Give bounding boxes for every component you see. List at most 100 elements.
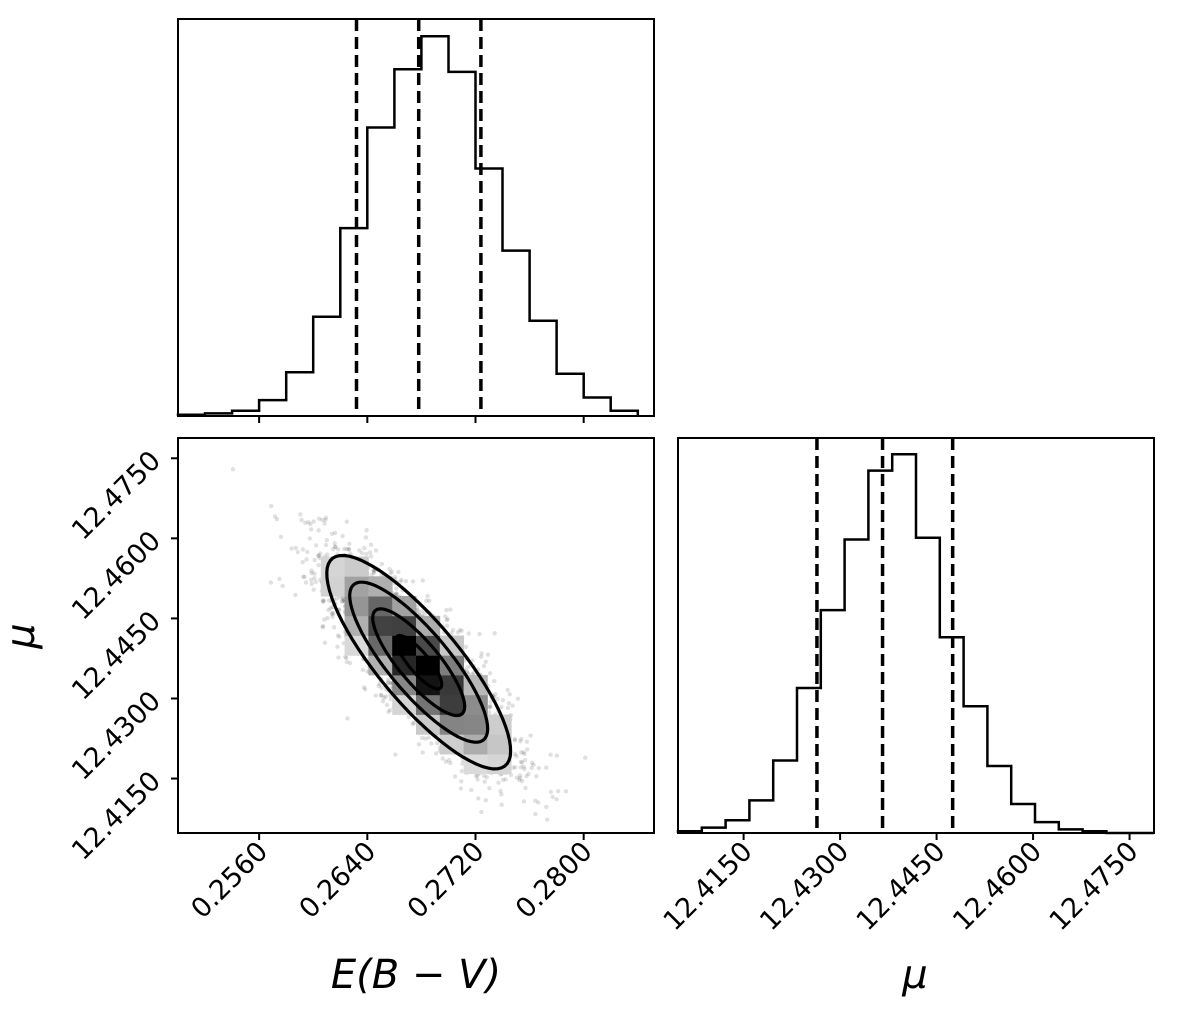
- scatter-point: [316, 516, 322, 521]
- scatter-point: [347, 546, 352, 552]
- scatter-point: [515, 696, 521, 701]
- density-cell: [463, 694, 488, 715]
- scatter-point: [514, 775, 519, 780]
- hist-ebv-quantile-lines: [354, 19, 483, 416]
- scatter-point: [443, 759, 449, 764]
- scatter-point: [392, 574, 398, 580]
- scatter-point: [309, 571, 314, 576]
- scatter-point: [544, 804, 549, 810]
- scatter-point: [325, 615, 330, 621]
- scatter-point: [488, 704, 493, 710]
- scatter-point: [410, 721, 415, 726]
- scatter-point: [505, 705, 511, 711]
- scatter-point: [322, 521, 327, 526]
- hist-mu-step-line: [676, 453, 1154, 835]
- scatter-point: [341, 546, 347, 552]
- scatter-point: [423, 736, 428, 741]
- scatter-point: [364, 528, 369, 533]
- scatter-point: [278, 534, 284, 539]
- scatter-point: [347, 541, 352, 546]
- density-cell: [392, 675, 417, 696]
- hist-ebv-bin: [259, 400, 286, 416]
- hist-mu-bin: [1011, 804, 1035, 833]
- scatter-point: [471, 670, 476, 676]
- hist-mu-x-tick-label: 12.4450: [851, 836, 952, 937]
- scatter-point: [528, 733, 533, 738]
- scatter-point: [298, 512, 303, 517]
- scatter-point: [386, 709, 391, 715]
- hist-ebv-ticks: [258, 416, 585, 423]
- scatter-point: [303, 520, 308, 525]
- scatter-point: [482, 773, 487, 778]
- scatter-point: [368, 542, 374, 547]
- hist-ebv-step-line: [176, 34, 640, 416]
- density-cell: [344, 596, 369, 617]
- scatter-point: [309, 581, 314, 586]
- scatter-point: [362, 685, 367, 690]
- scatter-point: [463, 644, 469, 650]
- hist-ebv-bin: [503, 251, 530, 416]
- scatter-point: [518, 739, 523, 744]
- scatter-point: [510, 703, 515, 708]
- contour-line: [371, 607, 467, 718]
- scatter-point: [548, 752, 553, 757]
- scatter-point: [320, 624, 325, 630]
- scatter-point: [512, 738, 518, 743]
- hist-mu-bin: [773, 761, 797, 833]
- scatter-point: [322, 640, 328, 645]
- scatter-point: [448, 607, 453, 612]
- scatter-ebv-mu-panel: 0.2560 0.2640 0.2720 0.2800 12.415012.43001…: [0, 437, 655, 998]
- hist-mu-x-tick-label: 12.4150: [658, 836, 759, 937]
- density-cell: [463, 714, 488, 735]
- hist-ebv-bin: [584, 397, 611, 416]
- scatter-point: [368, 554, 374, 559]
- hist-ebv-frame: [177, 18, 655, 417]
- scatter-point: [521, 764, 526, 769]
- density-cell: [439, 635, 464, 656]
- scatter-point: [328, 606, 333, 611]
- scatter-x-ticks: 0.2560 0.2640 0.2720 0.2800: [185, 833, 599, 925]
- scatter-point: [554, 753, 560, 758]
- scatter-point: [329, 610, 335, 616]
- scatter-point: [339, 599, 345, 604]
- scatter-point: [443, 614, 448, 619]
- scatter-point: [371, 568, 376, 573]
- scatter-point: [335, 633, 341, 638]
- scatter-point: [332, 544, 338, 550]
- scatter-point: [316, 553, 322, 558]
- scatter-point: [337, 634, 342, 640]
- scatter-point: [308, 521, 313, 527]
- scatter-point: [312, 575, 317, 581]
- scatter-point: [519, 778, 525, 784]
- hist-mu-frame: [677, 437, 1155, 834]
- scatter-point: [479, 654, 484, 659]
- scatter-point: [483, 659, 488, 664]
- scatter-point: [311, 519, 316, 524]
- scatter-point: [388, 571, 393, 576]
- density-cell: [439, 734, 464, 755]
- hist-mu-bin: [964, 706, 988, 833]
- scatter-point: [376, 683, 381, 689]
- scatter-point: [519, 760, 525, 765]
- scatter-point: [302, 574, 307, 580]
- scatter-point: [333, 544, 338, 549]
- scatter-frame: [177, 437, 655, 834]
- scatter-point: [387, 707, 393, 713]
- scatter-point: [344, 546, 349, 552]
- scatter-point: [429, 741, 434, 746]
- scatter-point: [381, 695, 387, 700]
- scatter-point: [321, 598, 326, 603]
- scatter-point: [336, 655, 341, 660]
- scatter-point: [379, 685, 384, 690]
- scatter-point: [499, 802, 504, 807]
- scatter-point: [331, 611, 336, 616]
- scatter-point: [305, 549, 310, 555]
- scatter-point: [394, 591, 400, 597]
- hist-ebv-bin: [448, 72, 475, 416]
- scatter-point: [320, 517, 325, 523]
- scatter-point: [393, 591, 399, 596]
- scatter-point: [512, 838, 516, 842]
- scatter-point: [344, 659, 349, 665]
- scatter-point: [492, 678, 497, 684]
